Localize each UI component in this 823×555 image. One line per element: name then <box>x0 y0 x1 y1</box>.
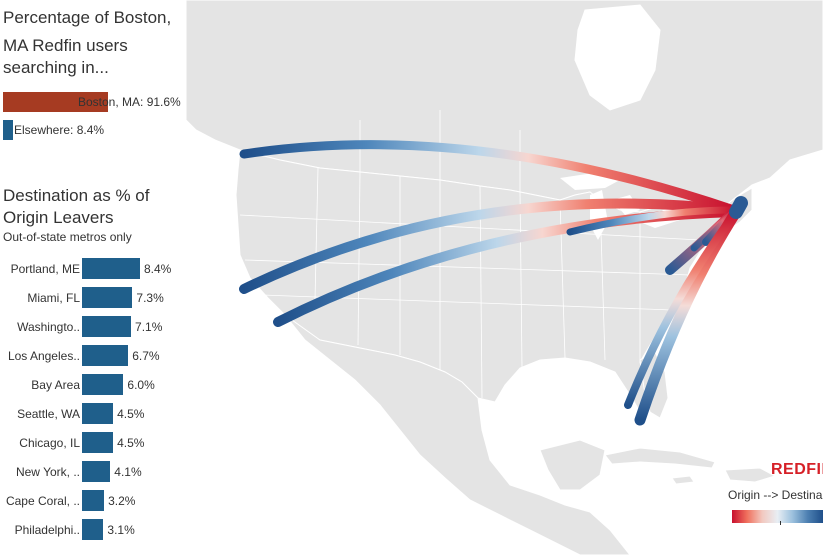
destinations-title-line1: Destination as % of <box>3 186 150 205</box>
flow-portland-me <box>729 196 748 219</box>
destination-bar[interactable] <box>82 258 140 279</box>
destination-label: Portland, ME <box>10 262 80 276</box>
destination-label: Los Angeles.. <box>7 349 80 363</box>
destination-label: Washingto.. <box>17 320 80 334</box>
destination-value-label: 3.1% <box>107 523 135 537</box>
destination-label: New York, .. <box>15 465 80 479</box>
boston-share-label: Boston, MA: 91.6% <box>78 95 181 109</box>
mexico-landmass <box>284 314 631 555</box>
destination-label: Seattle, WA <box>17 407 80 421</box>
flow-seattle <box>239 140 739 215</box>
destination-bar[interactable] <box>82 519 104 540</box>
destination-value-label: 4.5% <box>117 407 145 421</box>
destination-bar[interactable] <box>82 432 114 453</box>
destination-value-label: 7.3% <box>136 291 164 305</box>
cuba <box>604 447 716 469</box>
elsewhere-share-bar[interactable] <box>3 120 13 140</box>
share-title-line2: MA Redfin users <box>3 36 128 55</box>
destination-bar[interactable] <box>82 403 114 424</box>
destination-label: Bay Area <box>31 378 80 392</box>
yucatan <box>539 439 606 491</box>
destination-bar[interactable] <box>82 461 111 482</box>
flow-cape-coral <box>624 208 740 409</box>
flow-chicago <box>566 206 738 236</box>
destination-bar[interactable] <box>82 316 132 337</box>
state-borders <box>239 110 701 399</box>
destination-value-label: 6.7% <box>132 349 160 363</box>
destination-value-label: 8.4% <box>144 262 172 276</box>
legend-label: Origin --> Destina <box>728 488 823 502</box>
legend-tick <box>780 521 781 525</box>
destination-bar[interactable] <box>82 490 105 511</box>
flow-lines <box>239 140 748 426</box>
boston-share-bar[interactable] <box>3 92 109 112</box>
destination-value-label: 4.1% <box>114 465 142 479</box>
share-title-line3: searching in... <box>3 58 109 77</box>
left-panel: Percentage of Boston, MA Redfin users se… <box>0 0 186 555</box>
destination-bar[interactable] <box>82 345 129 366</box>
destination-bar[interactable] <box>82 287 133 308</box>
hispaniola <box>724 467 777 483</box>
destination-value-label: 4.5% <box>117 436 145 450</box>
flow-bay-area <box>239 198 739 294</box>
destination-bar[interactable] <box>82 374 124 395</box>
destination-label: Miami, FL <box>27 291 80 305</box>
hudson-bay <box>574 4 661 111</box>
redfin-logo: REDFIN <box>771 461 823 478</box>
destination-label: Cape Coral, .. <box>5 494 80 508</box>
elsewhere-share-label: Elsewhere: 8.4% <box>14 123 105 137</box>
destination-value-label: 3.2% <box>108 494 136 508</box>
destinations-subtitle: Out-of-state metros only <box>3 230 132 244</box>
destination-value-label: 6.0% <box>127 378 155 392</box>
destination-label: Chicago, IL <box>19 436 80 450</box>
land <box>185 0 823 555</box>
jamaica <box>671 475 695 485</box>
share-title-line1: Percentage of Boston, <box>3 8 172 27</box>
destinations-title-line2: Origin Leavers <box>3 208 114 227</box>
destination-label: Philadelphi.. <box>14 523 80 537</box>
destination-value-label: 7.1% <box>135 320 163 334</box>
legend-color-ramp <box>732 510 823 523</box>
